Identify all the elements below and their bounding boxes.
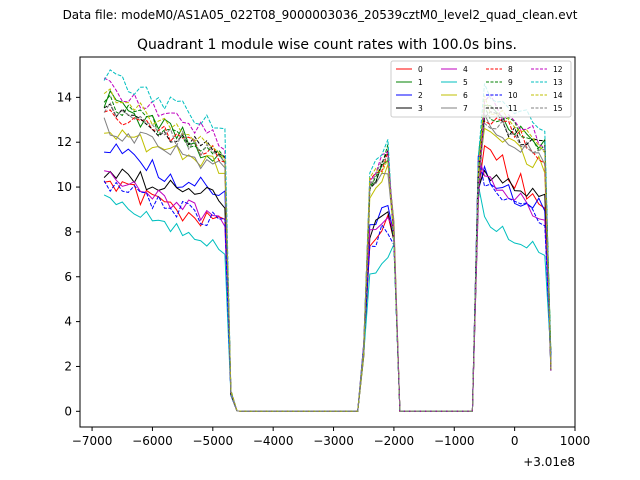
axis-layer: −7000 −6000 −5000 −4000 −3000 −2000 −1000 0 1000… xyxy=(57,90,591,448)
plot-frame xyxy=(79,56,576,428)
series-line-14 xyxy=(103,88,552,412)
x-tick-label: 1000 xyxy=(560,434,591,448)
legend-box xyxy=(390,60,572,118)
legend-label-1: 1 xyxy=(418,78,423,87)
y-tick-label: 10 xyxy=(57,180,72,194)
legend-label-2: 2 xyxy=(418,91,423,100)
legend-label-12: 12 xyxy=(553,65,563,74)
series-line-9 xyxy=(103,94,552,412)
series-line-1 xyxy=(103,89,552,412)
y-tick-label: 0 xyxy=(64,404,72,418)
x-tick-label: −5000 xyxy=(193,434,234,448)
series-line-5 xyxy=(103,185,552,412)
legend-label-14: 14 xyxy=(553,91,563,100)
legend-label-8: 8 xyxy=(508,65,513,74)
x-tick-label: 0 xyxy=(511,434,519,448)
series-line-4 xyxy=(104,155,552,412)
series-line-15 xyxy=(103,102,552,412)
y-tick-label: 2 xyxy=(64,359,72,373)
legend-label-3: 3 xyxy=(418,104,423,113)
y-tick-label: 8 xyxy=(64,225,72,239)
legend-label-4: 4 xyxy=(463,65,468,74)
y-tick-label: 4 xyxy=(64,315,72,329)
legend-label-10: 10 xyxy=(508,91,518,100)
y-tick-label: 14 xyxy=(57,90,72,104)
legend-label-7: 7 xyxy=(463,104,468,113)
x-tick-label: −7000 xyxy=(72,434,113,448)
y-tick-label: 12 xyxy=(57,135,72,149)
x-tick-label: −3000 xyxy=(313,434,354,448)
legend-label-11: 11 xyxy=(508,104,518,113)
x-tick-label: −1000 xyxy=(434,434,475,448)
x-offset-label: +3.01e8 xyxy=(523,455,575,469)
legend-label-15: 15 xyxy=(553,104,563,113)
x-tick-label: −2000 xyxy=(374,434,415,448)
legend-label-9: 9 xyxy=(508,78,513,87)
x-tick-label: −4000 xyxy=(253,434,294,448)
legend-label-5: 5 xyxy=(463,78,468,87)
x-tick-label: −6000 xyxy=(132,434,173,448)
series-line-7 xyxy=(103,112,552,412)
series-line-8 xyxy=(103,109,552,412)
legend-label-13: 13 xyxy=(553,78,563,87)
series-line-3 xyxy=(103,168,552,412)
chart-suptitle: Data file: modeM0/AS1A05_022T08_90000030… xyxy=(63,8,578,22)
y-tick-label: 6 xyxy=(64,270,72,284)
series-line-10 xyxy=(103,155,552,412)
legend-label-0: 0 xyxy=(418,65,423,74)
series-layer xyxy=(103,69,552,412)
legend-label-6: 6 xyxy=(463,91,468,100)
chart-title: Quadrant 1 module wise count rates with … xyxy=(137,37,517,53)
